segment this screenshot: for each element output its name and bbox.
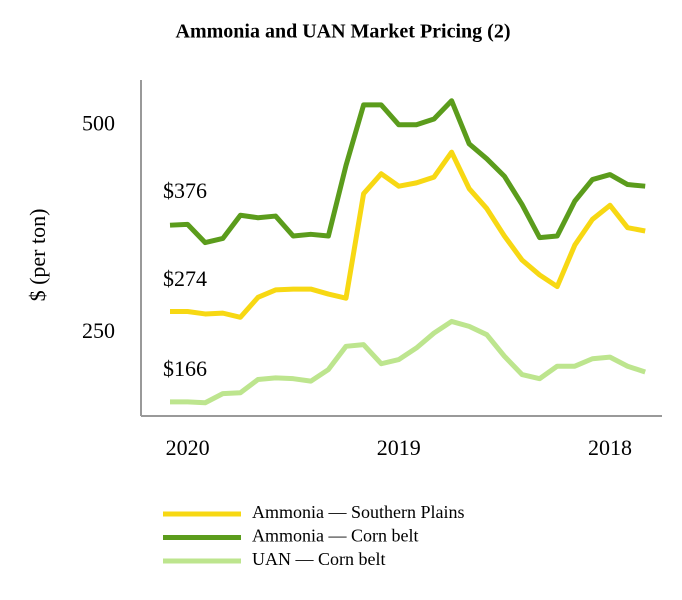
line-series: [170, 149, 646, 320]
annotation: $376: [163, 178, 207, 203]
y-tick-label: 500: [82, 111, 115, 136]
line-series: [169, 98, 646, 246]
y-axis-label: $ (per ton): [25, 209, 50, 302]
legend-label: Ammonia — Southern Plains: [252, 502, 465, 522]
legend-label: Ammonia — Corn belt: [252, 526, 418, 546]
annotation: $274: [163, 266, 207, 291]
line-series: [170, 318, 646, 406]
x-tick-label: 2019: [377, 435, 421, 460]
annotation: $166: [163, 356, 207, 381]
legend-label: UAN — Corn belt: [252, 549, 386, 569]
x-tick-label: 2018: [588, 435, 632, 460]
x-tick-label: 2020: [166, 435, 210, 460]
chart-title: Ammonia and UAN Market Pricing (2): [176, 21, 511, 43]
y-tick-label: 250: [82, 318, 115, 343]
